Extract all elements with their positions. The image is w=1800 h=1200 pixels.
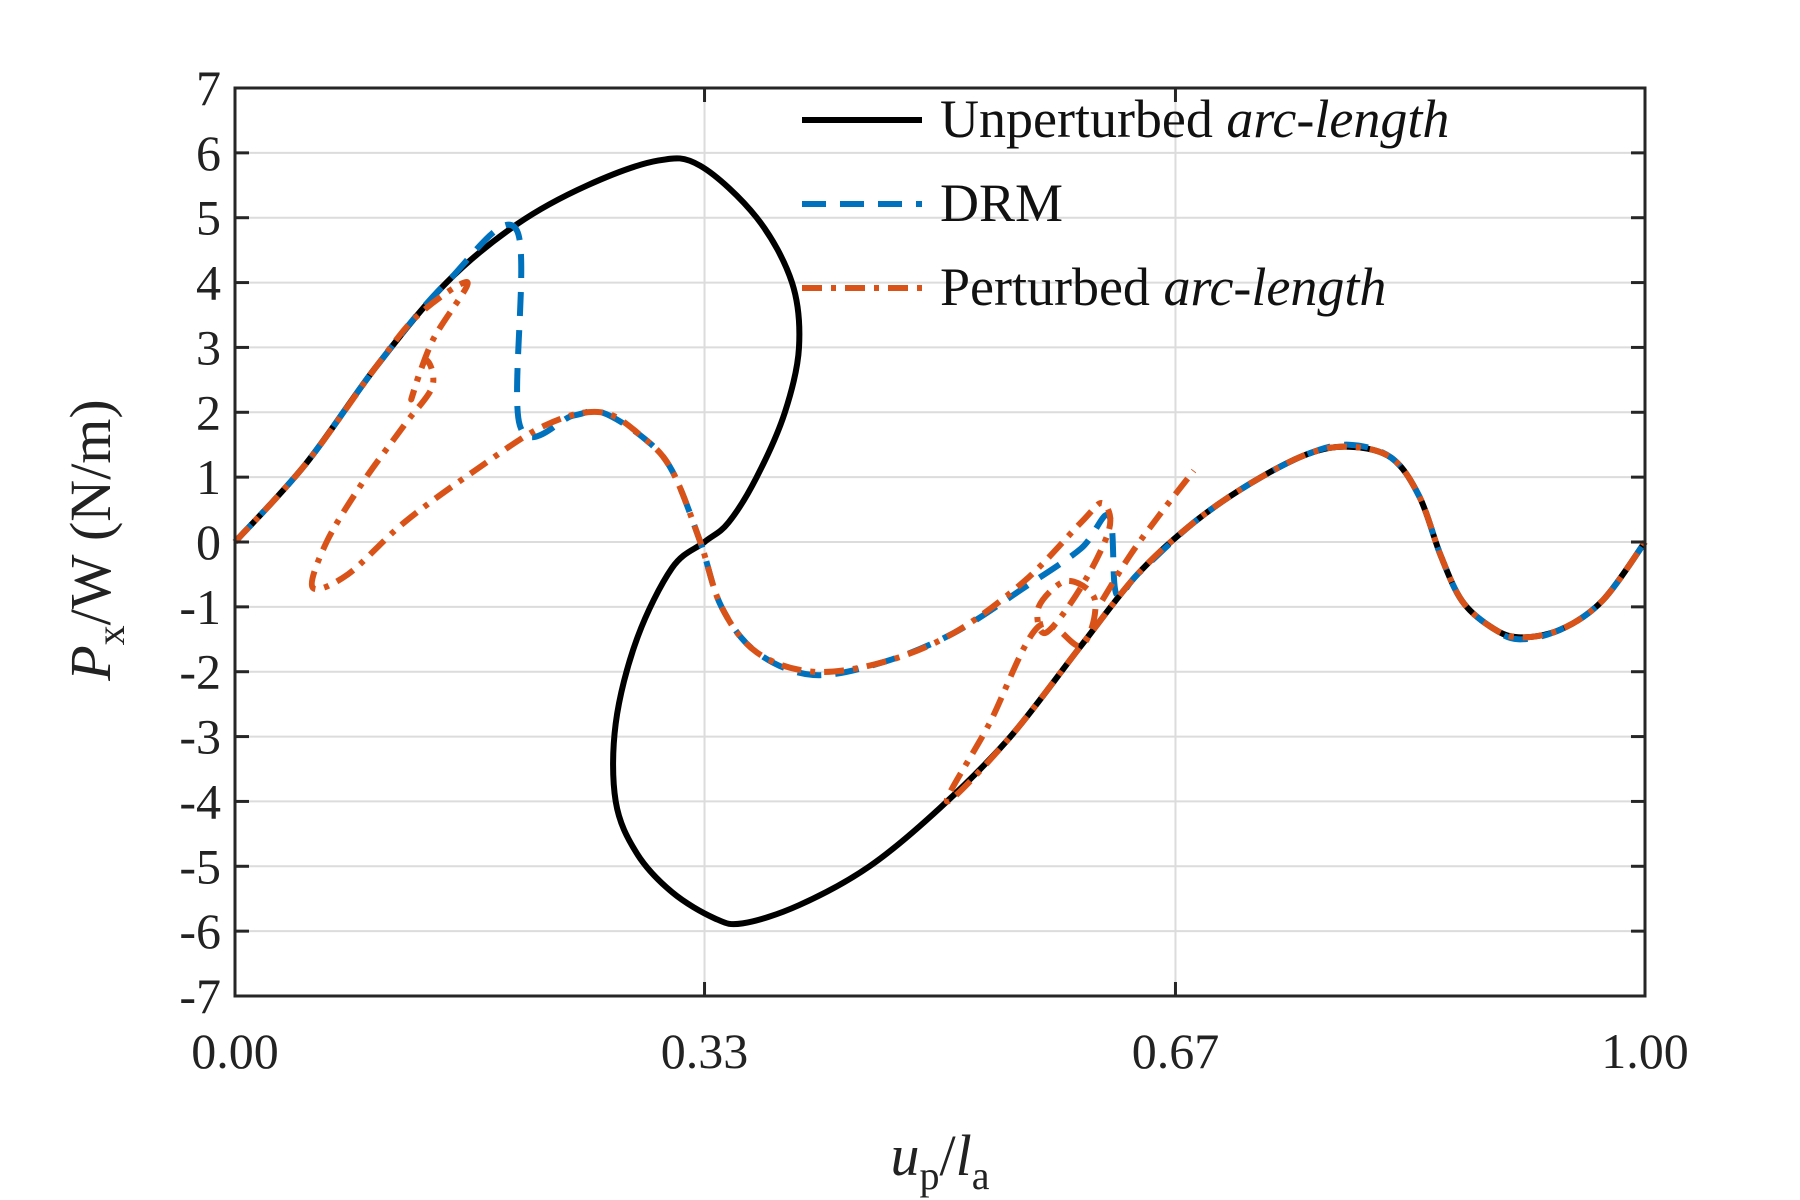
legend-label-unperturbed: Unperturbed arc-length xyxy=(940,89,1449,149)
legend: Unperturbed arc-length DRM Perturbed arc… xyxy=(802,89,1449,317)
y-tick-label: 1 xyxy=(196,449,221,505)
legend-label-drm: DRM xyxy=(940,173,1063,233)
series-layer xyxy=(232,155,1648,928)
x-tick-label: 1.00 xyxy=(1601,1023,1689,1079)
grid xyxy=(234,87,1646,997)
legend-label-perturbed: Perturbed arc-length xyxy=(940,257,1386,317)
y-tick-label: 2 xyxy=(196,384,221,440)
x-tick-labels: 0.00 0.33 0.67 1.00 xyxy=(191,1023,1689,1079)
y-tick-labels: 7 6 5 4 3 2 1 0 -1 -2 -3 -4 -5 -6 -7 xyxy=(179,60,221,1024)
y-tick-label: -7 xyxy=(179,968,221,1024)
y-tick-label: 4 xyxy=(196,255,221,311)
y-axis-label: Px/W (N/m) xyxy=(58,399,133,682)
y-tick-label: 0 xyxy=(196,514,221,570)
y-tick-label: -5 xyxy=(179,838,221,894)
x-tick-label: 0.33 xyxy=(661,1023,749,1079)
y-tick-label: 6 xyxy=(196,125,221,181)
y-tick-label: -3 xyxy=(179,709,221,765)
x-tick-label: 0.00 xyxy=(191,1023,279,1079)
series-line-2 xyxy=(232,279,1648,805)
y-tick-label: 7 xyxy=(196,60,221,116)
x-axis-label: up/la xyxy=(890,1123,989,1198)
tick-marks xyxy=(233,86,1647,998)
y-tick-label: -2 xyxy=(179,644,221,700)
y-tick-label: 5 xyxy=(196,190,221,246)
x-tick-label: 0.67 xyxy=(1132,1023,1220,1079)
y-tick-label: -1 xyxy=(179,579,221,635)
y-tick-label: -6 xyxy=(179,903,221,959)
series-line-3 xyxy=(1099,468,1197,602)
y-tick-label: 3 xyxy=(196,319,221,375)
y-tick-label: -4 xyxy=(179,773,221,829)
